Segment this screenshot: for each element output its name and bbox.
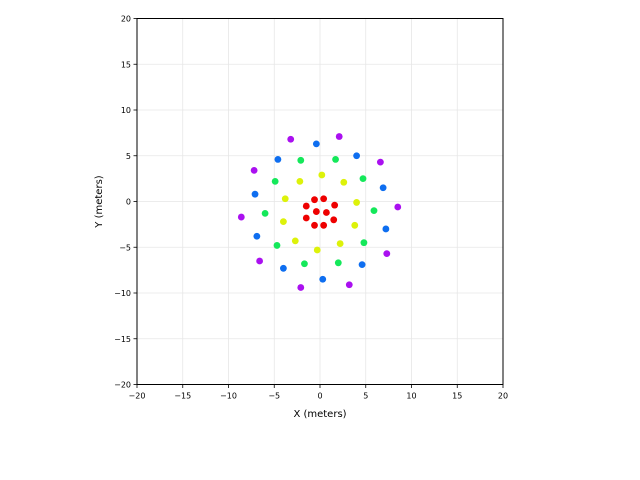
y-tick-label: 20 (121, 15, 131, 24)
data-point (256, 257, 264, 265)
data-point (274, 156, 282, 163)
data-point (261, 209, 269, 217)
data-point (311, 196, 318, 204)
data-point (287, 135, 295, 143)
data-point (273, 242, 281, 249)
data-point (358, 261, 366, 269)
x-tick-label: 5 (363, 392, 368, 401)
y-axis-label: Y (meters) (94, 175, 105, 228)
data-point (271, 177, 279, 185)
y-tick-label: −5 (119, 243, 131, 252)
x-axis-label: X (meters) (293, 409, 346, 420)
data-point (291, 237, 299, 245)
y-tick-label: 5 (126, 152, 131, 161)
data-point (336, 240, 344, 247)
data-point (351, 221, 359, 229)
data-point (312, 208, 320, 215)
data-point (301, 260, 308, 268)
data-point (394, 203, 402, 211)
y-tick-label: −10 (114, 289, 131, 298)
data-point (323, 209, 330, 216)
x-tick-label: −10 (220, 392, 237, 401)
x-tick-label: 20 (498, 392, 508, 401)
data-point (335, 133, 343, 140)
data-point (340, 178, 348, 186)
data-point (360, 239, 368, 247)
x-tick-label: 10 (406, 392, 416, 401)
y-tick-label: −20 (114, 381, 131, 390)
data-point (345, 281, 353, 289)
data-point (379, 184, 387, 192)
data-point (320, 221, 328, 229)
data-point (280, 264, 287, 272)
x-tick-label: −15 (174, 392, 191, 401)
data-point (383, 250, 391, 258)
y-tick-label: −15 (114, 335, 131, 344)
data-point (376, 158, 384, 166)
data-point (331, 201, 339, 209)
data-point (312, 140, 320, 148)
tick-labels: −20 −15 −10 −5 0 5 10 15 20 −20 −15 −10 −5 0 5 10 15 20 (114, 15, 508, 401)
data-point (237, 213, 245, 221)
data-point (330, 216, 338, 224)
data-point (318, 171, 326, 179)
data-point (359, 175, 367, 183)
data-point (302, 214, 310, 222)
data-point (319, 275, 327, 283)
data-point (281, 195, 289, 203)
x-tick-label: −5 (268, 392, 280, 401)
data-point (253, 232, 261, 240)
data-point (334, 259, 342, 267)
data-point (250, 166, 258, 174)
data-point (302, 202, 310, 210)
data-point (313, 246, 321, 254)
data-point (280, 218, 287, 226)
data-point (297, 156, 305, 164)
y-tick-label: 10 (121, 106, 131, 115)
data-point (370, 207, 378, 215)
data-point (353, 199, 360, 206)
data-point (382, 225, 390, 233)
axis-ticks (133, 18, 504, 388)
data-points (237, 133, 402, 291)
data-point (332, 156, 339, 163)
data-point (296, 177, 304, 185)
y-tick-label: 0 (126, 198, 131, 207)
data-point (320, 195, 328, 203)
data-point (297, 284, 305, 291)
x-tick-label: −20 (129, 392, 146, 401)
data-point (353, 152, 360, 160)
x-tick-label: 0 (317, 392, 322, 401)
data-point (251, 190, 259, 198)
x-tick-label: 15 (452, 392, 462, 401)
y-tick-label: 15 (121, 60, 131, 69)
data-point (311, 221, 318, 229)
